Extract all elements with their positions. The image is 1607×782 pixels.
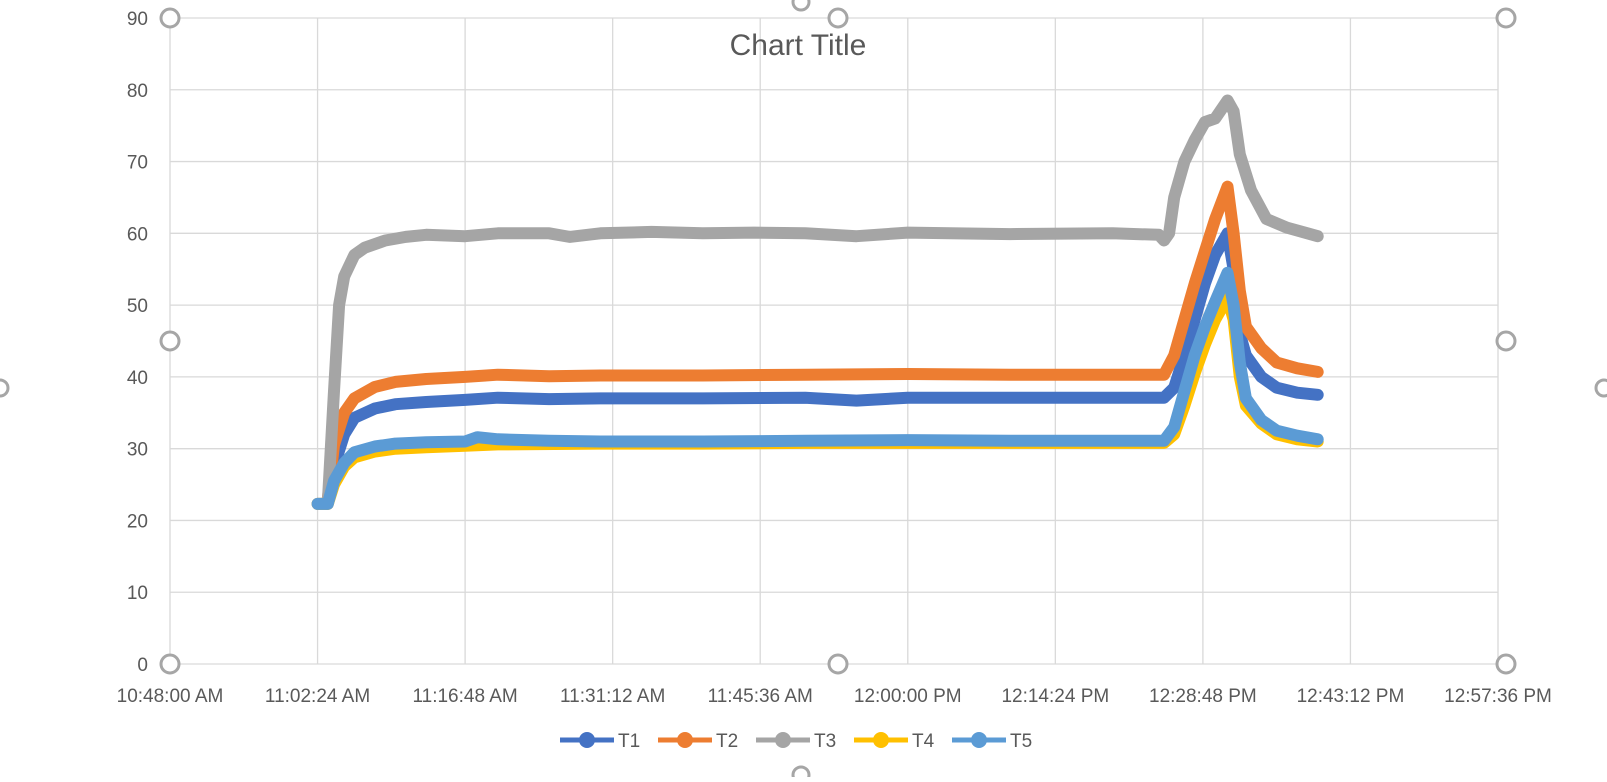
series-line-t3[interactable]	[321, 94, 1324, 509]
y-tick-label: 10	[127, 583, 148, 604]
resize-handle[interactable]	[791, 0, 811, 12]
x-tick-label: 12:00:00 PM	[854, 686, 962, 707]
chart-title[interactable]: Chart Title	[730, 29, 867, 62]
y-axis-ticks: 0 10 20 30 40 50 60 70 80 90	[127, 9, 148, 676]
y-tick-label: 0	[137, 655, 148, 676]
x-tick-label: 11:45:36 AM	[708, 686, 813, 707]
legend-label: T4	[912, 731, 935, 752]
legend-item-t5[interactable]: T5	[952, 731, 1032, 752]
series-line-t5[interactable]	[311, 266, 1324, 510]
legend-dot-marker	[677, 732, 693, 748]
y-tick-label: 30	[127, 440, 148, 461]
x-tick-label: 12:43:12 PM	[1297, 686, 1405, 707]
legend-dot-marker	[579, 732, 595, 748]
resize-handle[interactable]	[1594, 378, 1607, 398]
resize-handle[interactable]	[159, 330, 181, 352]
legend-item-t3[interactable]: T3	[756, 731, 836, 752]
resize-handle[interactable]	[1495, 7, 1517, 29]
legend-dot-marker	[775, 732, 791, 748]
y-tick-label: 20	[127, 511, 148, 532]
resize-handle[interactable]	[159, 7, 181, 29]
legend-dot-marker	[971, 732, 987, 748]
resize-handle[interactable]	[159, 653, 181, 675]
x-tick-label: 10:48:00 AM	[117, 686, 224, 707]
x-tick-label: 12:57:36 PM	[1444, 686, 1552, 707]
legend-item-t2[interactable]: T2	[658, 731, 738, 752]
resize-handle[interactable]	[827, 653, 849, 675]
resize-handle[interactable]	[1495, 330, 1517, 352]
legend-item-t4[interactable]: T4	[854, 731, 935, 752]
y-tick-label: 80	[127, 81, 148, 102]
series-line-t2[interactable]	[321, 180, 1324, 505]
legend-label: T2	[716, 731, 738, 752]
legend-dot-marker	[873, 732, 889, 748]
x-tick-label: 11:16:48 AM	[412, 686, 517, 707]
legend-item-t1[interactable]: T1	[560, 731, 640, 752]
y-tick-label: 50	[127, 296, 148, 317]
y-tick-label: 60	[127, 224, 148, 245]
resize-handle[interactable]	[791, 765, 811, 782]
x-axis-ticks: 10:48:00 AM 11:02:24 AM 11:16:48 AM 11:31:1…	[117, 686, 1552, 707]
x-tick-label: 11:31:12 AM	[560, 686, 665, 707]
legend-label: T5	[1010, 731, 1032, 752]
series-lines	[311, 94, 1324, 510]
resize-handle[interactable]	[1495, 653, 1517, 675]
x-tick-label: 12:14:24 PM	[1001, 686, 1109, 707]
resize-handle[interactable]	[827, 7, 849, 29]
legend[interactable]: T1 T2 T3 T4 T5	[560, 731, 1032, 752]
y-tick-label: 40	[127, 368, 148, 389]
x-tick-label: 11:02:24 AM	[265, 686, 370, 707]
x-tick-label: 12:28:48 PM	[1149, 686, 1257, 707]
legend-label: T1	[618, 731, 640, 752]
resize-handle[interactable]	[0, 378, 10, 398]
y-tick-label: 90	[127, 9, 148, 30]
y-tick-label: 70	[127, 153, 148, 174]
legend-label: T3	[814, 731, 836, 752]
